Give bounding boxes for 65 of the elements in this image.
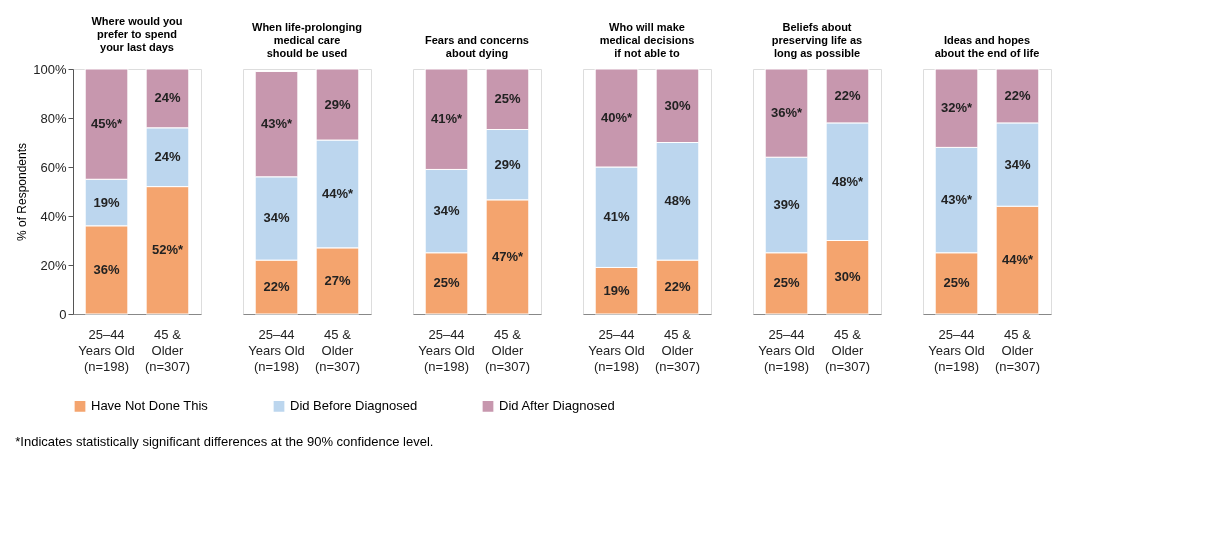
data-label: 41% (603, 209, 630, 225)
data-label: 25% (773, 275, 800, 291)
data-label: 36%* (770, 105, 803, 121)
legend-label: Have Not Done This (91, 398, 209, 414)
data-label: 48% (664, 193, 691, 209)
x-tick-label: 45 & Older (n=307) (484, 326, 531, 374)
text: *Indicates statistically significant differences at the 90% confidence level. (15, 434, 434, 449)
x-tick-label: 25–44 Years Old (n=198) (758, 326, 815, 374)
data-label: 19% (603, 282, 630, 298)
data-label: 30% (834, 269, 861, 285)
legend-label: Did Before Diagnosed (290, 398, 418, 414)
x-tick-label: 25–44 Years Old (n=198) (248, 326, 305, 374)
y-axis-title: % of Respondents (15, 142, 30, 242)
data-label: 48%* (831, 173, 864, 189)
chart-title: Fears and concerns about dying (425, 33, 529, 59)
data-label: 29% (324, 96, 351, 112)
data-label: 30% (664, 97, 691, 113)
chart-title: When life-prolonging medical care should be used (252, 20, 362, 59)
data-label: 22% (263, 279, 290, 295)
data-label: 27% (324, 272, 351, 288)
x-tick-label: 45 & Older (n=307) (994, 326, 1041, 374)
y-tick-label: 80% (40, 110, 67, 126)
data-label: 24% (154, 90, 181, 106)
y-tick-label: 20% (40, 257, 67, 273)
data-label: 34% (433, 203, 460, 219)
data-label: 19% (93, 194, 120, 210)
data-label: 36% (93, 261, 120, 277)
data-label: 32%* (940, 100, 973, 116)
x-tick-label: 25–44 Years Old (n=198) (418, 326, 475, 374)
x-tick-label: 25–44 Years Old (n=198) (78, 326, 135, 374)
x-tick-label: 45 & Older (n=307) (314, 326, 361, 374)
data-label: 47%* (491, 248, 524, 264)
y-tick-label: 0 (59, 306, 67, 322)
y-tick-label: 100% (33, 61, 67, 77)
data-label: 22% (664, 279, 691, 295)
chart-title: Ideas and hopes about the end of life (934, 33, 1040, 59)
data-label: 34% (1004, 156, 1031, 172)
data-label: 22% (834, 87, 861, 103)
data-label: 40%* (600, 110, 633, 125)
data-label: 25% (433, 275, 460, 291)
chart-title: Beliefs about preserving life as long as possible (771, 20, 863, 59)
y-tick-label: 40% (40, 208, 67, 224)
data-label: 22% (1004, 87, 1031, 103)
data-label: 39% (773, 196, 800, 212)
legend-label: Did After Diagnosed (499, 398, 615, 414)
data-label: 24% (154, 149, 181, 165)
data-label: 43%* (260, 116, 293, 132)
y-tick-label: 60% (40, 159, 67, 175)
x-tick-label: 45 & Older (n=307) (144, 326, 191, 374)
x-tick-label: 45 & Older (n=307) (824, 326, 871, 374)
data-label: 45%* (90, 116, 123, 132)
x-tick-label: 25–44 Years Old (n=198) (588, 326, 645, 374)
x-tick-label: 45 & Older (n=307) (654, 326, 701, 374)
data-label: 44%* (1001, 252, 1034, 268)
data-label: 29% (494, 156, 521, 172)
data-label: 25% (943, 275, 970, 291)
data-label: 52%* (151, 242, 184, 258)
chart-title: Where would you prefer to spend your last days (91, 15, 183, 53)
chart-title: Who will make medical decisions if not able to (599, 20, 695, 59)
data-label: 44%* (321, 185, 354, 201)
data-label: 41%* (430, 111, 463, 127)
data-label: 34% (263, 210, 290, 226)
data-label: 43%* (940, 192, 973, 208)
x-tick-label: 25–44 Years Old (n=198) (928, 326, 985, 374)
data-label: 25% (494, 91, 521, 107)
